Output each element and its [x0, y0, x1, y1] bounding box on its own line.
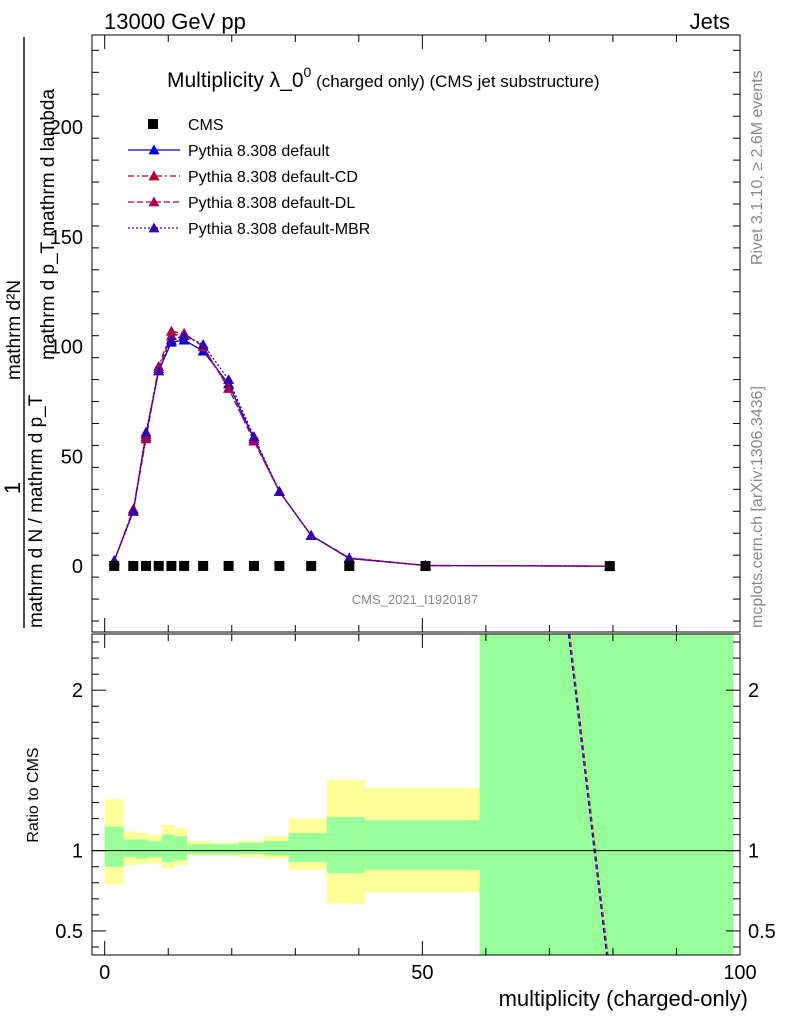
cms-data-point	[128, 560, 139, 571]
mc-series-marker	[140, 433, 152, 444]
plot-title-detail: (charged only) (CMS jet substructure)	[311, 72, 599, 91]
ratio-band-inner	[136, 839, 150, 859]
main-ytick-label: 100	[50, 337, 83, 359]
rivet-label: Rivet 3.1.10, ≥ 2.6M events	[749, 70, 766, 265]
legend-marker-triangle	[148, 222, 160, 233]
main-axes: 0 50 100 150 200	[50, 35, 741, 632]
main-ytick-label: 50	[61, 446, 83, 468]
legend-label: Pythia 8.308 default-DL	[188, 195, 355, 212]
mc-series-marker	[165, 334, 177, 345]
legend: CMS Pythia 8.308 default Pythia 8.308 defa…	[128, 117, 370, 238]
main-ytick-label: 150	[50, 227, 83, 249]
ratio-curve	[569, 633, 609, 956]
cms-data-point	[604, 561, 615, 572]
legend-marker-triangle	[148, 144, 160, 155]
cms-data-points	[109, 560, 615, 572]
ratio-ylabel: Ratio to CMS	[25, 747, 42, 842]
mc-series-marker	[197, 338, 209, 349]
main-ytick-label: 200	[50, 117, 83, 139]
ratio-band-inner	[327, 816, 366, 874]
ratio-axes: 0.5 0.5 1 1 2 2 0 50 100	[55, 634, 776, 984]
cms-data-point	[153, 560, 164, 571]
mc-series-marker	[178, 330, 190, 341]
analysis-watermark: CMS_2021_I1920187	[352, 592, 479, 607]
ratio-band-inner	[161, 834, 175, 862]
cms-data-point	[420, 561, 431, 572]
legend-label: Pythia 8.308 default	[188, 143, 330, 160]
cms-data-point	[223, 560, 234, 571]
mc-series-line	[113, 334, 610, 567]
ratio-band-inner	[174, 836, 188, 861]
mc-series-marker	[127, 505, 139, 516]
main-plot-frame	[91, 34, 741, 633]
legend-marker-triangle	[148, 170, 160, 181]
cms-data-point	[179, 560, 190, 571]
category-label: Jets	[690, 9, 730, 34]
main-ytick-label: 0	[72, 556, 83, 578]
cms-data-point	[141, 560, 151, 571]
cms-data-point	[249, 560, 259, 571]
mc-series-marker	[153, 365, 165, 376]
cms-data-point	[344, 560, 355, 571]
ratio-band-inner	[263, 841, 289, 856]
ratio-band-inner	[238, 842, 264, 854]
ratio-band-inner	[479, 634, 734, 955]
ratio-band-inner	[149, 841, 162, 858]
mc-series-marker	[273, 486, 285, 496]
mc-series-line	[113, 332, 610, 567]
xtick-label: 50	[411, 962, 433, 984]
ratio-ytick-label-left: 2	[72, 680, 83, 702]
ylabel-numerator: mathrm d²N	[4, 280, 25, 380]
ylabel-denominator: mathrm d p_T mathrm d lambda	[38, 89, 59, 360]
ratio-band-inner	[104, 826, 124, 867]
ratio-plot-frame	[91, 633, 741, 956]
xtick-label: 100	[723, 962, 756, 984]
mc-series	[108, 325, 616, 571]
mc-series-marker	[343, 552, 355, 563]
ylabel-one: 1	[0, 482, 25, 494]
mcplots-label: mcplots.cern.ch [arXiv:1306.3436]	[749, 386, 766, 628]
energy-label: 13000 GeV pp	[104, 9, 246, 34]
mc-series-marker	[223, 382, 235, 393]
main-ylabel: 1 mathrm d N / mathrm d p_T mathrm d²N m…	[0, 37, 59, 628]
ratio-band-inner	[365, 820, 480, 870]
legend-marker-triangle	[148, 196, 160, 207]
xtick-label: 0	[99, 962, 110, 984]
ratio-ytick-label-left: 1	[72, 841, 83, 863]
mc-series-marker	[140, 426, 152, 437]
ratio-uncertainty-bands	[104, 634, 734, 955]
ratio-band-inner	[288, 833, 328, 862]
legend-label: CMS	[188, 117, 224, 134]
legend-label: Pythia 8.308 default-CD	[188, 169, 358, 186]
mc-series-line	[113, 330, 610, 567]
ratio-curves	[567, 633, 609, 956]
ylabel-prefactor: mathrm d N / mathrm d p_T	[26, 394, 47, 628]
ratio-band-inner	[123, 839, 137, 858]
cms-data-point	[306, 560, 317, 571]
xlabel: multiplicity (charged-only)	[499, 986, 748, 1011]
ratio-band-inner	[212, 844, 239, 854]
legend-marker-square	[148, 119, 158, 129]
ratio-curve	[567, 633, 608, 956]
plot-title-main: Multiplicity λ_0	[167, 69, 304, 92]
mc-series-line	[113, 339, 610, 567]
mc-series-marker	[223, 374, 235, 384]
cms-data-point	[166, 560, 177, 571]
cms-data-point	[109, 560, 120, 571]
ratio-ytick-label-left: 0.5	[55, 921, 83, 943]
plot-title: Multiplicity λ_00 (charged only) (CMS je…	[167, 64, 600, 92]
legend-label: Pythia 8.308 default-MBR	[188, 221, 370, 238]
ratio-ytick-label-right: 2	[748, 680, 759, 702]
ratio-ytick-label-right: 0.5	[748, 921, 776, 943]
mc-series-marker	[248, 431, 260, 442]
cms-data-point	[198, 560, 209, 571]
plot-title-superscript: 0	[304, 64, 312, 80]
ratio-band-inner	[187, 844, 213, 854]
mc-series-marker	[305, 529, 317, 540]
ratio-ytick-label-right: 1	[748, 841, 759, 863]
cms-data-point	[274, 560, 285, 571]
